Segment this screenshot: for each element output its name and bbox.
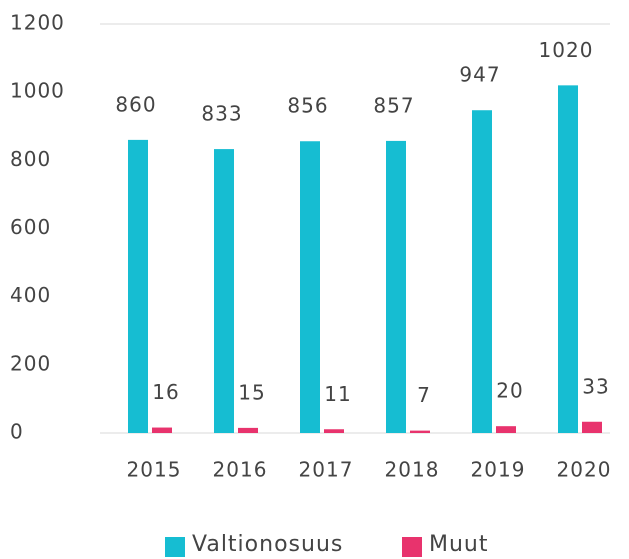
- bar: [300, 141, 320, 433]
- data-label: 7: [417, 383, 431, 407]
- bar: [558, 85, 578, 433]
- y-tick-label: 600: [10, 215, 51, 239]
- bar: [324, 429, 344, 433]
- data-label: 860: [115, 92, 156, 116]
- legend-swatch: [402, 537, 422, 557]
- y-tick-label: 0: [10, 420, 24, 444]
- y-tick-label: 1000: [10, 79, 65, 103]
- bar: [410, 430, 430, 433]
- y-tick-label: 800: [10, 147, 51, 171]
- x-tick-label: 2016: [213, 458, 268, 482]
- bar: [472, 110, 492, 433]
- bar: [238, 427, 258, 433]
- data-label: 33: [582, 374, 609, 398]
- bar: [386, 140, 406, 434]
- y-tick-label: 200: [10, 351, 51, 375]
- bar: [582, 421, 602, 433]
- y-tick-label: 400: [10, 283, 51, 307]
- y-tick-label: 1200: [10, 11, 65, 35]
- data-label: 15: [238, 380, 265, 404]
- x-tick-label: 2015: [127, 458, 182, 482]
- bar: [214, 149, 234, 434]
- legend-label: Muut: [429, 532, 489, 557]
- legend-swatch: [165, 537, 185, 557]
- data-label: 947: [459, 63, 500, 87]
- x-tick-label: 2018: [385, 458, 440, 482]
- data-label: 857: [373, 93, 414, 117]
- data-label: 20: [496, 379, 523, 403]
- data-label: 856: [287, 94, 328, 118]
- bar: [152, 427, 172, 433]
- x-tick-label: 2019: [471, 458, 526, 482]
- data-label: 16: [152, 380, 179, 404]
- bar: [496, 426, 516, 433]
- legend-label: Valtionosuus: [192, 532, 343, 557]
- data-label: 11: [324, 382, 351, 406]
- data-label: 833: [201, 102, 242, 126]
- data-label: 1020: [539, 38, 594, 62]
- x-tick-label: 2020: [557, 458, 612, 482]
- bar: [128, 139, 148, 433]
- x-tick-label: 2017: [299, 458, 354, 482]
